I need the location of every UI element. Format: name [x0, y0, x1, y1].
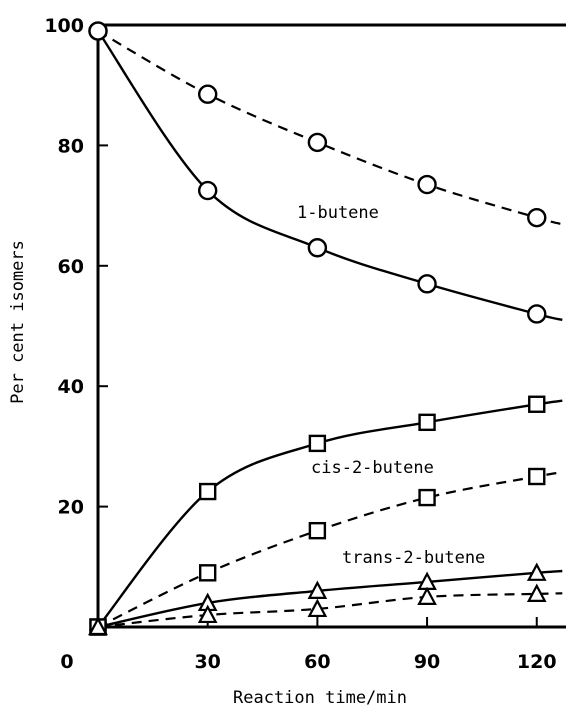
data-point-circle — [307, 238, 328, 258]
data-point-square — [198, 564, 217, 582]
data-point-square — [418, 413, 436, 432]
series-label-trans-2-butene: trans-2-butene — [342, 548, 485, 568]
series-line-1 — [97, 30, 563, 226]
y-axis-title: Per cent isomers — [8, 240, 28, 404]
x-axis-title: Reaction time/min — [233, 688, 407, 708]
data-point-circle — [527, 207, 547, 228]
data-point-circle — [307, 132, 328, 153]
data-point-triangle — [526, 562, 547, 581]
data-point-triangle — [526, 583, 547, 602]
data-point-square — [528, 395, 546, 413]
plot-frame — [96, 23, 566, 629]
y-tick-label: 40 — [58, 376, 84, 398]
data-point-square — [308, 434, 327, 453]
y-tick-label: 60 — [58, 256, 84, 278]
data-point-triangle — [417, 586, 437, 606]
y-tick-label: 20 — [58, 497, 84, 519]
data-point-triangle — [307, 580, 328, 599]
data-point-triangle — [88, 616, 108, 636]
series-line-5 — [97, 592, 563, 629]
series-markers — [88, 21, 547, 636]
data-point-square — [528, 467, 546, 486]
data-point-square — [308, 521, 327, 540]
origin-label: 0 — [60, 651, 73, 673]
data-point-square — [418, 488, 436, 507]
x-tick-label: 30 — [194, 651, 220, 673]
x-tick-label: 90 — [414, 651, 440, 673]
data-point-circle — [527, 304, 547, 324]
series-label-1-butene: 1-butene — [297, 203, 379, 223]
data-point-circle — [197, 180, 218, 201]
series-line-2 — [97, 399, 563, 628]
data-point-circle — [417, 274, 437, 294]
series-line-0 — [97, 30, 563, 322]
series-label-cis-2-butene: cis-2-butene — [311, 458, 434, 478]
series-curves — [97, 30, 563, 629]
data-point-triangle — [307, 598, 328, 618]
data-point-square — [198, 482, 217, 501]
x-tick-label: 120 — [517, 651, 557, 673]
data-point-circle — [88, 21, 108, 41]
y-tick-label: 80 — [58, 135, 84, 157]
series-line-3 — [97, 471, 563, 628]
data-point-circle — [197, 84, 218, 104]
x-tick-label: 60 — [304, 651, 330, 673]
data-point-triangle — [197, 604, 218, 624]
y-tick-label: 100 — [44, 15, 84, 37]
data-point-circle — [417, 174, 437, 195]
tick-labels: 20 40 60 80 100 30 60 90 120 0 — [44, 15, 556, 673]
